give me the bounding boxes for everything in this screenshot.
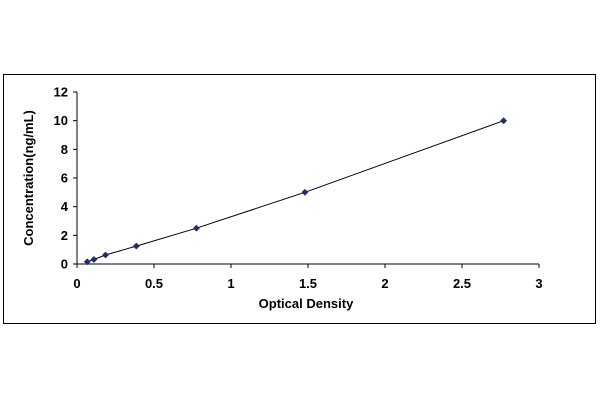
data-point	[301, 188, 309, 196]
y-tick-label: 0	[61, 257, 68, 272]
y-tick-label: 12	[54, 85, 68, 100]
data-point	[90, 256, 98, 263]
data-point	[102, 251, 109, 259]
y-tick-label: 4	[61, 199, 69, 214]
x-tick-label: 2.5	[453, 276, 471, 291]
y-axis-title: Concentration(ng/mL)	[21, 110, 36, 246]
x-tick-label: 0.5	[145, 276, 163, 291]
y-tick-label: 6	[61, 171, 68, 186]
axes	[76, 92, 539, 265]
y-tick-label: 2	[61, 228, 68, 243]
data-point	[500, 117, 508, 125]
x-tick-label: 2	[381, 276, 388, 291]
trendline	[87, 120, 504, 263]
chart-frame	[3, 74, 596, 324]
data-points	[83, 117, 508, 266]
x-tick-label: 1.5	[299, 276, 317, 291]
data-point	[132, 242, 140, 250]
y-tick-label: 10	[54, 113, 68, 128]
y-axis-ticks: 0 2 4 6 8 10 12	[54, 85, 77, 272]
trendline-layer	[87, 120, 504, 263]
data-point	[83, 258, 91, 266]
x-tick-label: 3	[535, 276, 542, 291]
x-axis-ticks: 0 0.5 1 1.5 2 2.5 3	[73, 264, 543, 291]
x-tick-label: 1	[227, 276, 234, 291]
y-tick-label: 8	[61, 142, 68, 157]
x-tick-label: 0	[73, 276, 80, 291]
x-axis-title: Optical Density	[259, 296, 354, 311]
data-point	[192, 224, 200, 232]
